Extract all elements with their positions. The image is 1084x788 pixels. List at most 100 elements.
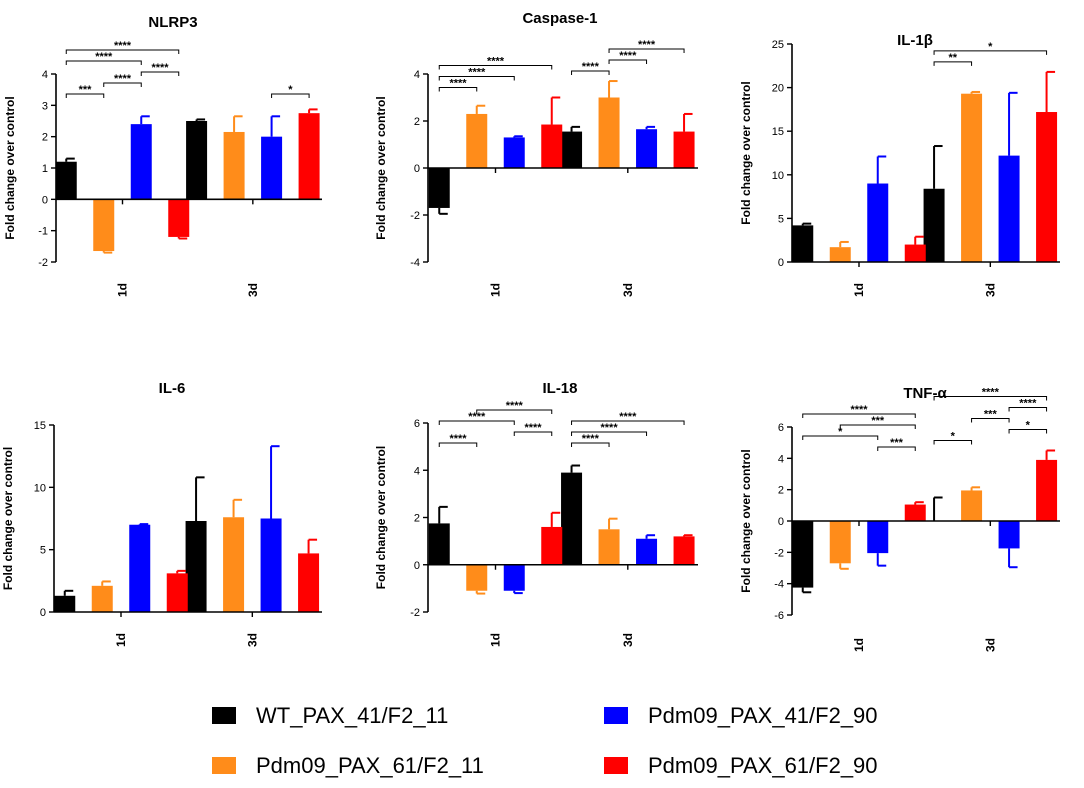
- bar-3d-1: [223, 517, 245, 612]
- bar-1d-3: [541, 124, 563, 168]
- chart-title: Caspase-1: [522, 10, 597, 27]
- significance-label: ****: [487, 56, 505, 68]
- y-tick-label: 4: [42, 69, 48, 81]
- significance-label: ****: [1019, 398, 1037, 410]
- significance-label: *: [288, 84, 293, 96]
- significance-label: *: [988, 41, 993, 53]
- bar-1d-1: [93, 199, 115, 252]
- bar-1d-0: [55, 161, 77, 200]
- significance-label: ****: [114, 40, 132, 52]
- bar-1d-1: [466, 564, 488, 591]
- y-tick-label: 2: [414, 513, 420, 525]
- chart-panel-4: IL-18 Fold change over control -2 0 2 4 6 1d 3d *…: [374, 380, 698, 647]
- legend: WT_PAX_41/F2_11 Pdm09_PAX_41/F2_90 Pdm09_P…: [212, 703, 878, 778]
- bar-1d-0: [792, 521, 814, 588]
- significance-label: ****: [468, 67, 486, 79]
- significance-bracket: [476, 409, 553, 414]
- significance-bracket: [438, 87, 478, 92]
- y-tick-label: 2: [414, 116, 420, 128]
- bar-3d-1: [223, 131, 245, 200]
- significance-bracket: [571, 442, 610, 447]
- significance-label: ****: [982, 387, 1000, 399]
- x-tick-label-1d: 1d: [116, 283, 130, 297]
- significance-bracket: [438, 65, 553, 70]
- bar-3d-0: [186, 121, 208, 200]
- y-axis-label: Fold change over control: [739, 81, 753, 224]
- legend-label-0: WT_PAX_41/F2_11: [256, 703, 448, 728]
- y-axis-label: Fold change over control: [374, 96, 388, 239]
- significance-bracket: [438, 76, 515, 81]
- bar-3d-2: [636, 129, 658, 168]
- significance-bracket: [140, 71, 180, 76]
- significance-label: *: [1026, 420, 1031, 432]
- bar-3d-3: [673, 536, 695, 565]
- x-tick-label-1d: 1d: [489, 283, 503, 297]
- significance-bracket: [608, 59, 648, 65]
- significance-bracket: [839, 424, 916, 429]
- chart-title: IL-6: [159, 380, 186, 397]
- y-tick-label: 0: [42, 194, 48, 206]
- bar-3d-2: [260, 518, 282, 612]
- y-tick-label: 2: [778, 485, 784, 497]
- y-tick-label: 15: [34, 420, 46, 432]
- x-tick-label-3d: 3d: [245, 633, 259, 647]
- bar-1d-3: [541, 526, 563, 565]
- chart-panel-3: IL-6 Fold change over control 0 5 10 15 1d 3d: [1, 380, 322, 647]
- bar-3d-0: [561, 472, 583, 565]
- y-tick-label: -6: [774, 610, 784, 622]
- y-tick-label: 0: [778, 516, 784, 528]
- bar-3d-3: [1036, 112, 1058, 263]
- significance-bracket: [971, 418, 1010, 423]
- y-tick-label: 0: [40, 607, 46, 619]
- legend-swatch-3: [604, 757, 628, 774]
- chart-panel-1: Caspase-1 Fold change over control -4 -2 0 2 4…: [374, 10, 698, 297]
- y-tick-label: 3: [42, 100, 48, 112]
- y-tick-label: -1: [38, 226, 48, 238]
- bar-3d-1: [598, 97, 620, 168]
- bar-1d-3: [168, 199, 190, 237]
- significance-label: ****: [600, 422, 618, 434]
- bar-3d-3: [298, 113, 320, 200]
- significance-label: ****: [582, 61, 600, 73]
- significance-label: ***: [890, 437, 904, 449]
- y-tick-label: 0: [778, 257, 784, 269]
- bar-1d-1: [829, 247, 851, 262]
- y-tick-label: 25: [772, 39, 784, 51]
- bar-3d-0: [185, 520, 207, 612]
- significance-bracket: [933, 61, 973, 66]
- bar-3d-3: [298, 553, 320, 612]
- bar-3d-0: [923, 188, 945, 262]
- bar-3d-3: [1036, 459, 1058, 521]
- y-tick-label: 6: [414, 418, 420, 430]
- significance-label: *: [951, 431, 956, 443]
- significance-label: ****: [638, 39, 656, 51]
- legend-label-3: Pdm09_PAX_61/F2_90: [648, 753, 878, 778]
- significance-bracket: [1008, 407, 1048, 412]
- x-tick-label-3d: 3d: [621, 283, 635, 297]
- significance-label: ****: [449, 78, 467, 90]
- significance-label: ****: [850, 404, 868, 416]
- bar-3d-2: [998, 155, 1020, 262]
- y-axis-label: Fold change over control: [374, 446, 388, 589]
- significance-label: *: [838, 426, 843, 438]
- bar-3d-0: [561, 131, 583, 168]
- y-tick-label: 1: [42, 163, 48, 175]
- bar-3d-2: [998, 521, 1020, 549]
- x-tick-label-1d: 1d: [852, 283, 866, 297]
- significance-bracket: [438, 420, 515, 425]
- significance-bracket: [513, 431, 553, 436]
- significance-bracket: [608, 48, 685, 54]
- significance-bracket: [933, 396, 1048, 401]
- y-tick-label: 20: [772, 83, 784, 95]
- bar-1d-1: [829, 521, 851, 564]
- chart-panel-2: IL-1β Fold change over control 0 5 10 15 20 25 1…: [739, 32, 1060, 297]
- significance-bracket: [933, 440, 973, 445]
- y-tick-label: 5: [40, 545, 46, 557]
- significance-bracket: [65, 93, 105, 98]
- significance-bracket: [802, 413, 916, 418]
- bar-1d-0: [428, 168, 450, 208]
- significance-bracket: [65, 60, 142, 65]
- y-tick-label: -2: [410, 210, 420, 222]
- significance-label: ****: [114, 73, 132, 85]
- significance-label: ***: [871, 415, 885, 427]
